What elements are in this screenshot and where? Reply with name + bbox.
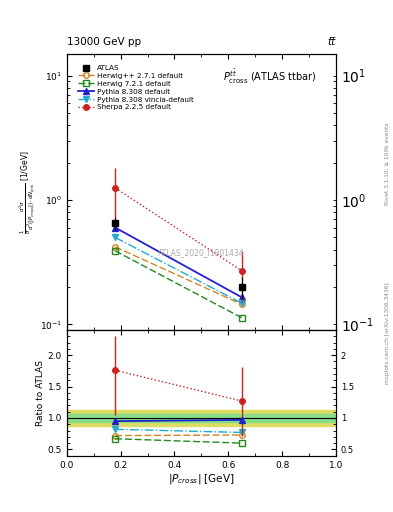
X-axis label: $|P_{cross}|$ [GeV]: $|P_{cross}|$ [GeV] xyxy=(168,472,235,486)
Bar xyxy=(67,414,336,422)
Legend: ATLAS, Herwig++ 2.7.1 default, Herwig 7.2.1 default, Pythia 8.308 default, Pythi: ATLAS, Herwig++ 2.7.1 default, Herwig 7.… xyxy=(76,63,196,113)
Text: 13000 GeV pp: 13000 GeV pp xyxy=(67,37,141,47)
Text: mcplots.cern.ch [arXiv:1306.3436]: mcplots.cern.ch [arXiv:1306.3436] xyxy=(385,282,389,383)
Bar xyxy=(67,410,336,426)
Text: $P^{t\bar{t}}_{\rm cross}$ (ATLAS ttbar): $P^{t\bar{t}}_{\rm cross}$ (ATLAS ttbar) xyxy=(223,68,317,86)
Text: ATLAS_2020_I1801434: ATLAS_2020_I1801434 xyxy=(158,248,245,257)
Y-axis label: Ratio to ATLAS: Ratio to ATLAS xyxy=(36,360,45,426)
Y-axis label: $\frac{1}{\sigma}\frac{d^{2}\sigma}{d^{2}(|P_{cross}|)\cdot dN_{jets}}$ [1/GeV]: $\frac{1}{\sigma}\frac{d^{2}\sigma}{d^{2… xyxy=(18,150,38,234)
Text: Rivet 3.1.10, ≥ 100k events: Rivet 3.1.10, ≥ 100k events xyxy=(385,122,389,205)
Text: tt̅: tt̅ xyxy=(328,37,336,47)
